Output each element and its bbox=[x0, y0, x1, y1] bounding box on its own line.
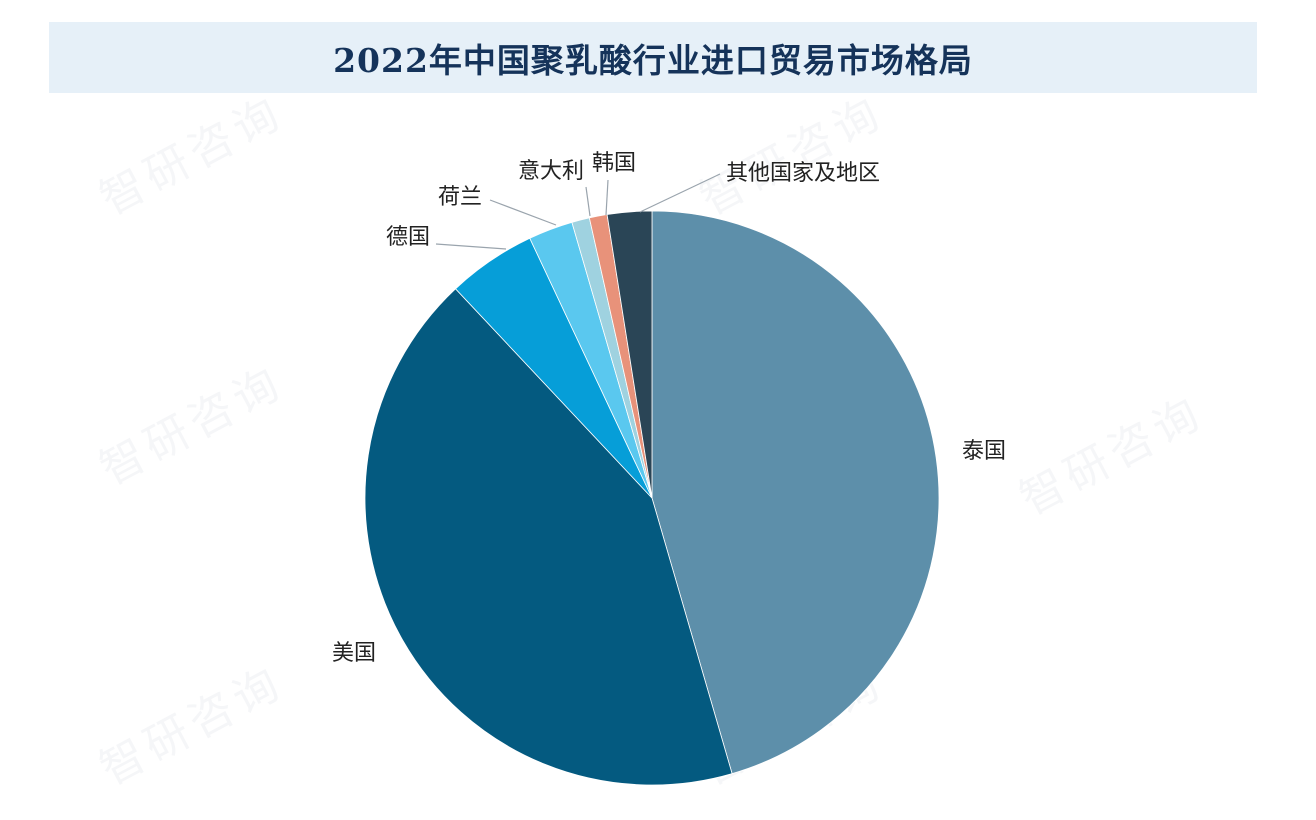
slice-label-italy: 意大利 bbox=[518, 159, 584, 184]
slice-label-korea: 韩国 bbox=[592, 151, 636, 176]
leader-line-netherlands bbox=[489, 199, 557, 226]
slice-label-thailand: 泰国 bbox=[962, 439, 1006, 464]
leader-line-others bbox=[639, 173, 721, 213]
leader-lines bbox=[435, 173, 721, 250]
pie-slice-others bbox=[606, 210, 653, 499]
leader-line-germany bbox=[435, 243, 507, 250]
pie-slice-thailand bbox=[651, 210, 940, 775]
slice-label-others: 其他国家及地区 bbox=[726, 161, 880, 186]
pie-slice-usa bbox=[364, 288, 733, 786]
chart-title: 2022年中国聚乳酸行业进口贸易市场格局 bbox=[333, 40, 973, 80]
leader-line-italy bbox=[585, 186, 591, 217]
leader-line-korea bbox=[605, 179, 609, 216]
pie-slices bbox=[364, 210, 940, 786]
slice-label-germany: 德国 bbox=[386, 225, 430, 250]
slice-label-netherlands: 荷兰 bbox=[438, 185, 482, 210]
slice-label-usa: 美国 bbox=[332, 641, 376, 666]
chart-title-banner: 2022年中国聚乳酸行业进口贸易市场格局 bbox=[49, 22, 1257, 93]
